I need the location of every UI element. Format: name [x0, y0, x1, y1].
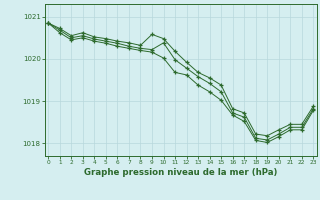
X-axis label: Graphe pression niveau de la mer (hPa): Graphe pression niveau de la mer (hPa)	[84, 168, 277, 177]
